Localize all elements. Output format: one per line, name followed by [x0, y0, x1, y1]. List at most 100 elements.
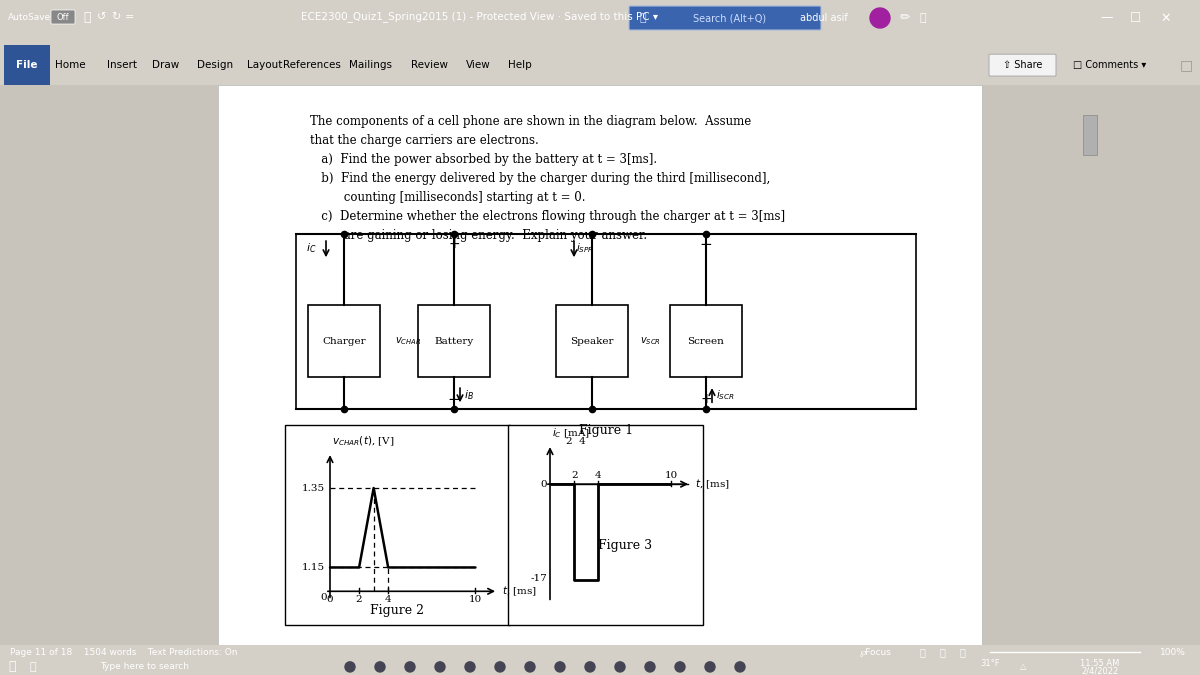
Text: Figure 3: Figure 3 — [599, 539, 653, 551]
Text: −: − — [448, 392, 461, 407]
Text: Home: Home — [55, 60, 85, 70]
Text: 1.35: 1.35 — [302, 483, 325, 493]
Text: ↺: ↺ — [97, 12, 107, 22]
Circle shape — [346, 662, 355, 672]
Text: ⌷: ⌷ — [960, 647, 966, 657]
Text: Search (Alt+Q): Search (Alt+Q) — [694, 13, 767, 23]
Bar — [296, 234, 916, 409]
Circle shape — [586, 662, 595, 672]
Text: Figure 2: Figure 2 — [371, 604, 425, 617]
Text: are gaining or losing energy.  Explain your answer.: are gaining or losing energy. Explain yo… — [310, 229, 647, 242]
Text: The components of a cell phone are shown in the diagram below.  Assume: The components of a cell phone are shown… — [310, 115, 751, 128]
Text: ✏: ✏ — [900, 11, 911, 24]
Text: 4: 4 — [595, 471, 601, 480]
Text: File: File — [17, 60, 37, 70]
Bar — [286, 425, 510, 625]
Text: Figure 1: Figure 1 — [578, 424, 634, 437]
Text: a)  Find the power absorbed by the battery at t = 3[ms].: a) Find the power absorbed by the batter… — [310, 153, 658, 166]
Circle shape — [406, 662, 415, 672]
Text: $t$, [ms]: $t$, [ms] — [502, 585, 538, 598]
Text: $i_C$ [mA]: $i_C$ [mA] — [552, 427, 590, 440]
Text: 4: 4 — [385, 595, 391, 604]
Text: ECE2300_Quiz1_Spring2015 (1) - Protected View · Saved to this PC ▾: ECE2300_Quiz1_Spring2015 (1) - Protected… — [301, 11, 659, 22]
Text: abdul asif: abdul asif — [800, 13, 848, 23]
Text: Layout: Layout — [247, 60, 283, 70]
Bar — [556, 305, 628, 377]
Text: ☐: ☐ — [1130, 11, 1141, 24]
Text: $i_{SCR}$: $i_{SCR}$ — [716, 388, 734, 402]
Bar — [0, 85, 218, 645]
Circle shape — [554, 662, 565, 672]
Text: View: View — [466, 60, 491, 70]
Bar — [418, 305, 490, 377]
Text: Charger: Charger — [322, 337, 366, 346]
Text: 2  4: 2 4 — [566, 437, 586, 446]
Circle shape — [646, 662, 655, 672]
Bar — [218, 85, 982, 645]
Text: ⬜: ⬜ — [920, 13, 926, 23]
Text: Mailings: Mailings — [348, 60, 391, 70]
Circle shape — [466, 662, 475, 672]
Text: Insert: Insert — [107, 60, 137, 70]
Text: 10: 10 — [469, 595, 482, 604]
Text: 0: 0 — [320, 593, 326, 602]
Text: 1.15: 1.15 — [302, 563, 325, 572]
Circle shape — [436, 662, 445, 672]
FancyBboxPatch shape — [50, 10, 74, 24]
Circle shape — [526, 662, 535, 672]
Text: Review: Review — [412, 60, 449, 70]
Text: □ Comments ▾: □ Comments ▾ — [1073, 60, 1147, 70]
Text: ⇧ Share: ⇧ Share — [1003, 60, 1043, 70]
Bar — [1084, 115, 1097, 155]
Text: AA: AA — [874, 14, 886, 22]
Text: ↻: ↻ — [112, 12, 120, 22]
Text: Design: Design — [197, 60, 233, 70]
Text: Page 11 of 18    1504 words    Text Predictions: On: Page 11 of 18 1504 words Text Prediction… — [10, 647, 238, 657]
Text: −: − — [700, 237, 713, 252]
Text: Off: Off — [56, 13, 70, 22]
Text: $t$, [ms]: $t$, [ms] — [695, 477, 730, 491]
Bar — [670, 305, 742, 377]
FancyBboxPatch shape — [989, 54, 1056, 76]
Text: ✕: ✕ — [1160, 11, 1170, 24]
Text: 2: 2 — [355, 595, 362, 604]
Text: ⌷: ⌷ — [920, 647, 926, 657]
Text: $v_{CHAR}(t)$, [V]: $v_{CHAR}(t)$, [V] — [332, 435, 395, 448]
Text: Screen: Screen — [688, 337, 725, 346]
Text: Battery: Battery — [434, 337, 474, 346]
Text: AutoSave: AutoSave — [8, 13, 52, 22]
Bar — [4, 45, 50, 85]
Text: c)  Determine whether the electrons flowing through the charger at t = 3[ms]: c) Determine whether the electrons flowi… — [310, 210, 785, 223]
Text: References: References — [283, 60, 341, 70]
Text: ⌕: ⌕ — [640, 13, 647, 23]
Text: 0: 0 — [540, 480, 547, 489]
Text: $i_{SPR}$: $i_{SPR}$ — [576, 241, 594, 255]
Text: 100%: 100% — [1160, 647, 1186, 657]
Text: $v_{CHAR}$: $v_{CHAR}$ — [395, 335, 421, 347]
Text: Type here to search: Type here to search — [100, 662, 190, 672]
Circle shape — [870, 8, 890, 28]
Text: b)  Find the energy delivered by the charger during the third [millisecond],: b) Find the energy delivered by the char… — [310, 172, 770, 185]
Text: 31°F: 31°F — [980, 659, 1000, 668]
Text: -17: -17 — [530, 574, 547, 583]
Text: 2: 2 — [571, 471, 577, 480]
Text: $i_B$: $i_B$ — [464, 388, 474, 402]
Text: 0: 0 — [326, 595, 334, 604]
FancyBboxPatch shape — [629, 6, 821, 30]
Text: —: — — [1100, 11, 1112, 24]
Text: =: = — [125, 12, 134, 22]
Circle shape — [706, 662, 715, 672]
Text: $v_{SCR}$: $v_{SCR}$ — [640, 335, 660, 347]
Text: counting [milliseconds] starting at t = 0.: counting [milliseconds] starting at t = … — [310, 191, 586, 204]
Text: +: + — [700, 392, 712, 406]
Text: that the charge carriers are electrons.: that the charge carriers are electrons. — [310, 134, 539, 147]
Circle shape — [674, 662, 685, 672]
Bar — [308, 305, 380, 377]
Text: ⌕: ⌕ — [30, 662, 37, 672]
Text: +: + — [448, 237, 460, 251]
Text: △: △ — [1020, 662, 1026, 672]
Circle shape — [496, 662, 505, 672]
Text: 10: 10 — [665, 471, 678, 480]
Text: 2/4/2022: 2/4/2022 — [1081, 666, 1118, 675]
Text: 11:55 AM: 11:55 AM — [1080, 659, 1120, 668]
